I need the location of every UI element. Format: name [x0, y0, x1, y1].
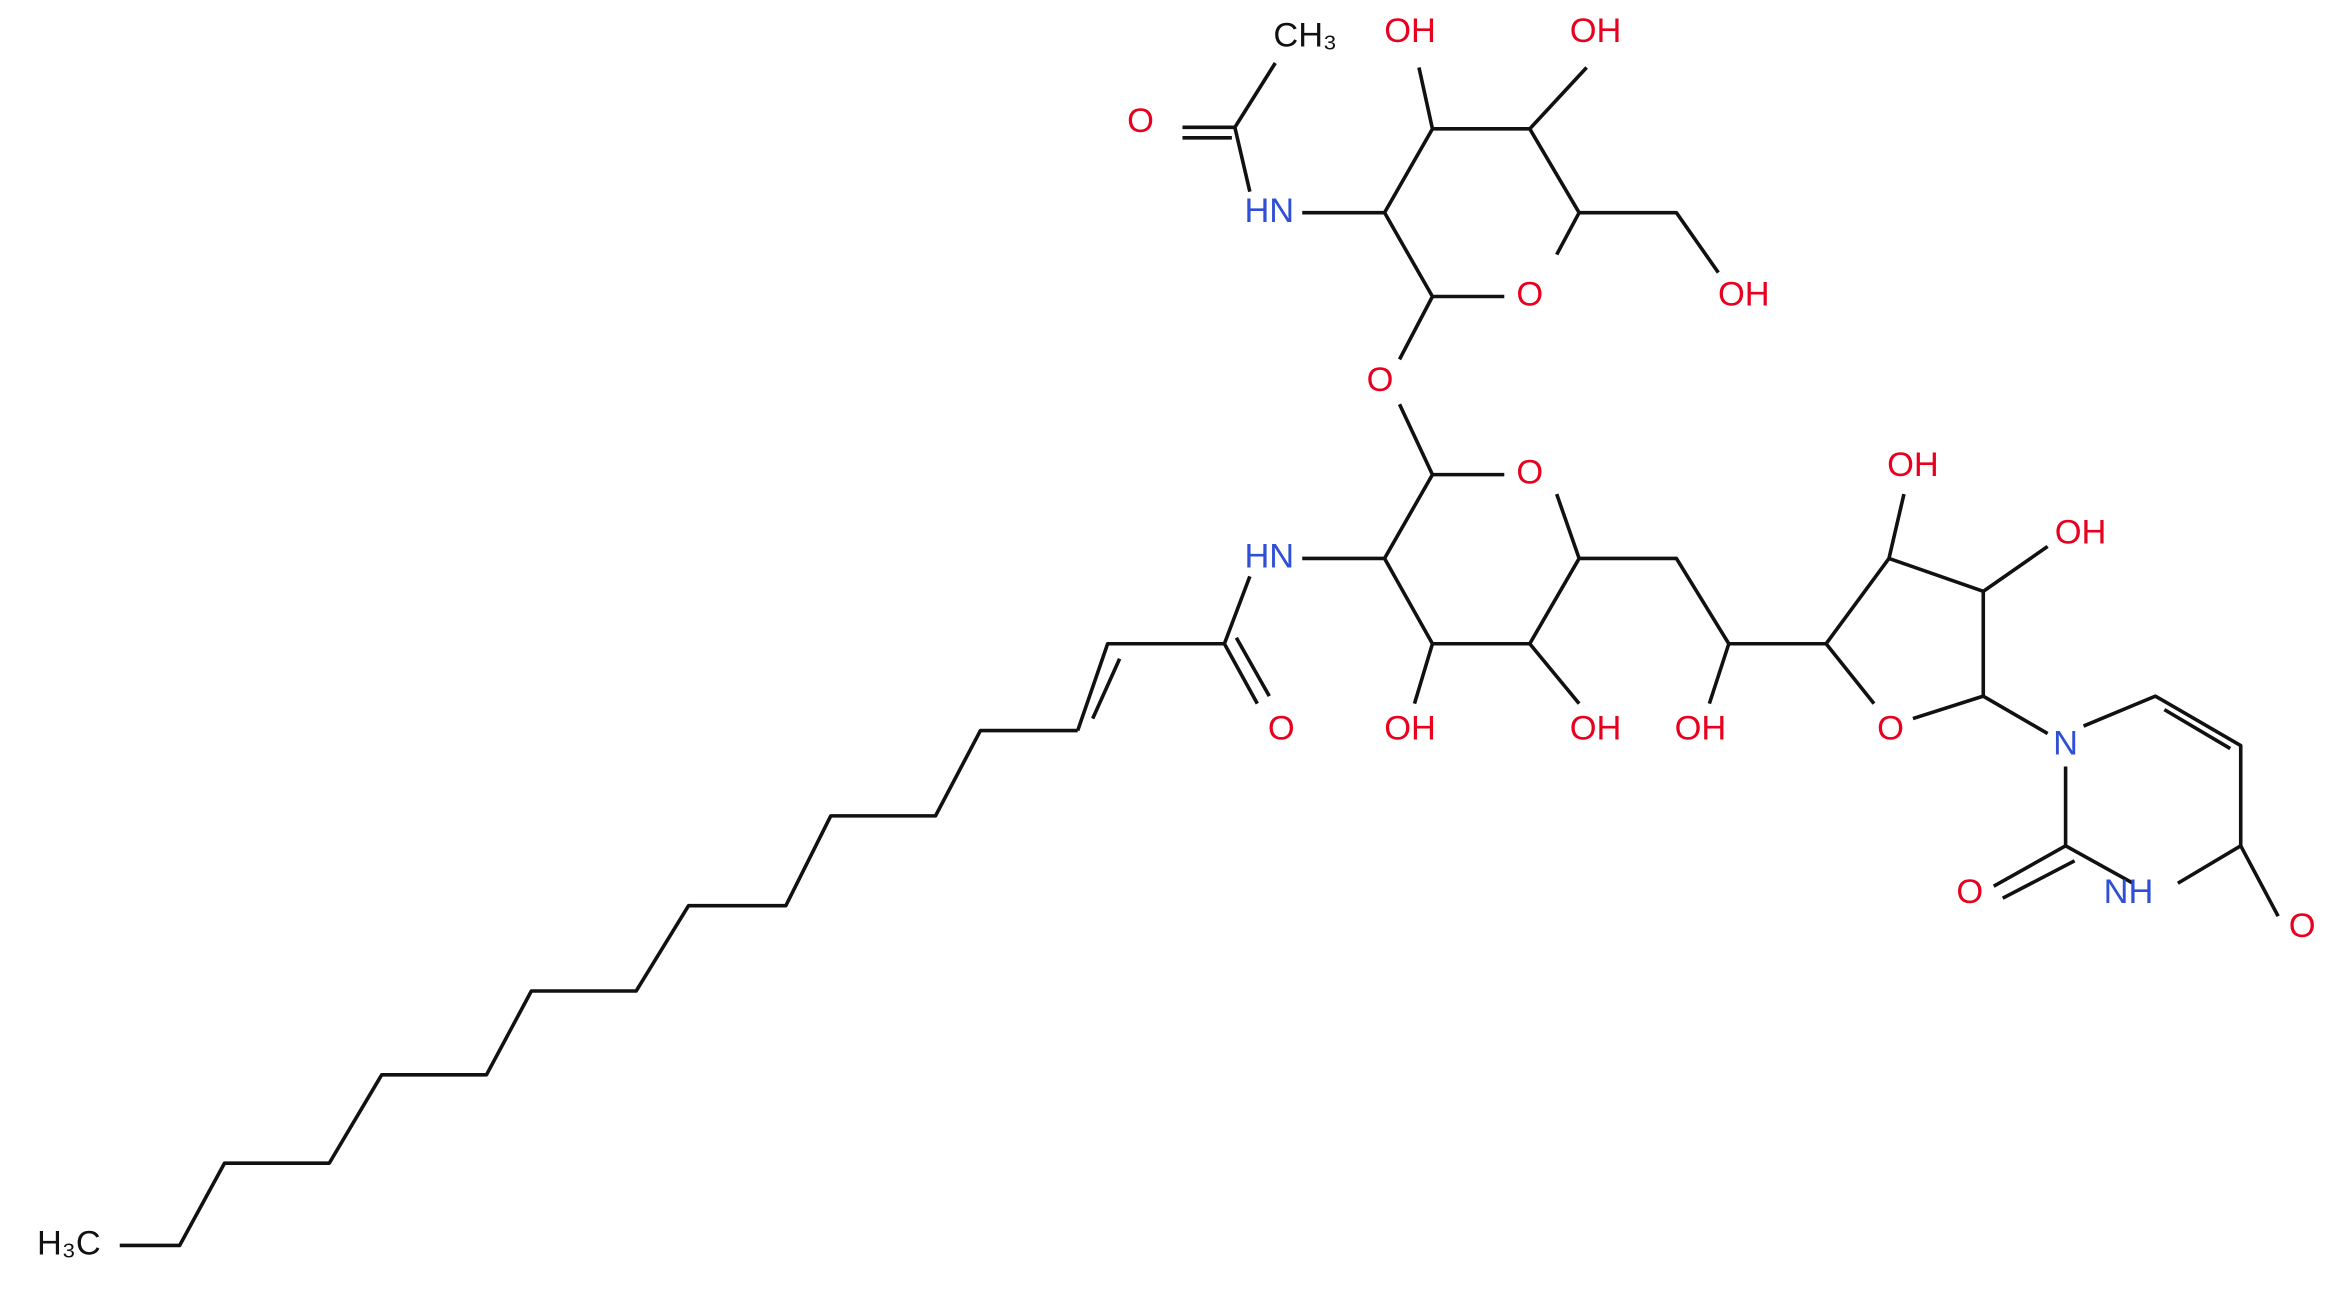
bonds	[119, 62, 2280, 1248]
atom-label: O	[1268, 710, 1295, 748]
atom-label: OH	[1384, 12, 1436, 50]
atom-label: O	[2289, 907, 2316, 945]
atom-label: O	[1367, 361, 1394, 399]
atom-label: OH	[2055, 514, 2107, 552]
atom-label: N	[2053, 725, 2078, 763]
atom-label: O	[1956, 873, 1983, 911]
atom-label: HN	[1244, 538, 1294, 576]
atom-label: H₃C	[37, 1225, 101, 1263]
atom-label: OH	[1384, 710, 1436, 748]
atom-label: CH₃	[1273, 17, 1337, 55]
atom-label: HN	[1244, 192, 1294, 230]
atom-label: NH	[2104, 873, 2154, 911]
atom-label: OH	[1570, 12, 1622, 50]
atom-label: OH	[1887, 446, 1939, 484]
atom-label: O	[1516, 276, 1543, 314]
atom-label: O	[1877, 710, 1904, 748]
atom-label: OH	[1675, 710, 1727, 748]
atom-label: O	[1127, 102, 1154, 140]
atom-label: OH	[1718, 276, 1770, 314]
atom-label: OH	[1570, 710, 1622, 748]
atom-label: O	[1516, 454, 1543, 492]
